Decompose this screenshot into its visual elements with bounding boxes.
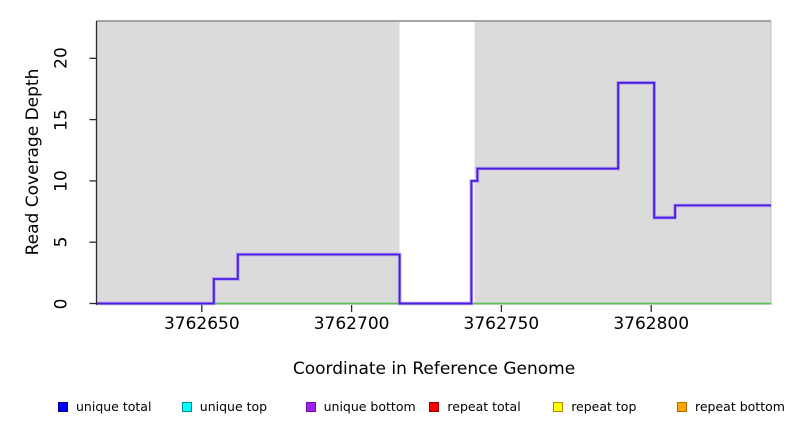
legend-label: unique total [76, 398, 152, 414]
legend-label: unique bottom [323, 398, 416, 414]
y-tick-label: 0 [51, 298, 72, 309]
legend-label: unique top [199, 398, 268, 414]
x-tick-label: 3762750 [463, 314, 540, 334]
legend-swatch-icon [58, 402, 68, 412]
y-tick-label: 15 [51, 108, 72, 131]
y-tick-label: 5 [51, 236, 72, 248]
x-axis-title: Coordinate in Reference Genome [292, 359, 576, 379]
legend-swatch-icon [429, 402, 440, 412]
y-axis-title: Read Coverage Depth [23, 68, 43, 256]
legend-item-repeat-top: repeat top [553, 398, 636, 416]
gap-region [399, 21, 475, 306]
legend-item-unique-bottom: unique bottom [305, 398, 416, 416]
legend-item-unique-top: unique top [181, 398, 268, 416]
legend-label: repeat top [571, 398, 637, 414]
coverage-step-line [97, 81, 771, 305]
legend-swatch-icon [677, 402, 687, 412]
legend-label: repeat total [447, 398, 521, 414]
legend-label: repeat bottom [695, 398, 785, 414]
x-tick-label: 3762800 [613, 314, 690, 334]
legend-swatch-icon [305, 402, 316, 412]
y-tick-label: 20 [51, 47, 72, 70]
legend-swatch-icon [181, 402, 192, 412]
legend-item-repeat-total: repeat total [429, 398, 521, 416]
legend-item-repeat-bottom: repeat bottom [677, 398, 785, 416]
legend-item-unique-total: unique total [58, 398, 151, 416]
y-tick-label: 10 [51, 170, 72, 192]
x-tick-label: 3762700 [313, 314, 390, 334]
legend: unique total unique top unique bottom repea… [0, 398, 792, 420]
legend-swatch-icon [553, 402, 564, 412]
x-tick-label: 3762650 [163, 314, 240, 334]
